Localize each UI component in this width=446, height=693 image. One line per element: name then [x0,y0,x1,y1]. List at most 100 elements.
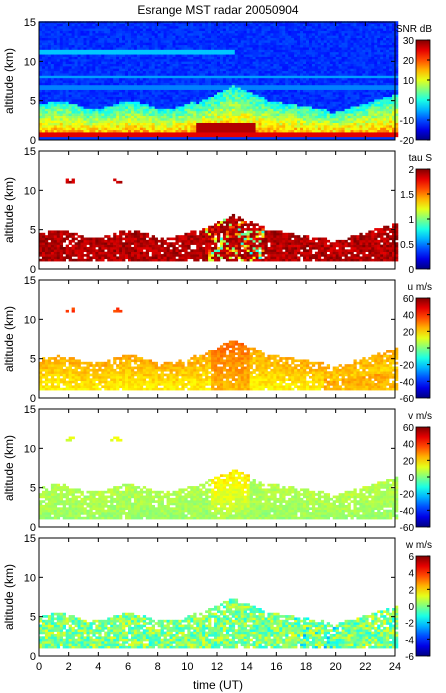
heatmap-cell [282,73,286,76]
heatmap-cell [125,129,129,133]
heatmap-cell [249,87,253,90]
heatmap-cell [294,101,298,105]
heatmap-cell [116,129,120,133]
heatmap-cell [47,58,52,62]
heatmap-cell [273,37,277,41]
heatmap-cell [297,33,301,36]
heatmap-cell [208,40,212,43]
heatmap-cell [157,106,161,109]
heatmap-cell [279,73,283,76]
heatmap-cell [205,82,209,86]
heatmap-cell [101,103,105,107]
heatmap-cell [282,108,286,112]
heatmap-cell [326,75,331,79]
heatmap-cell [166,103,170,107]
heatmap-cell [252,89,256,93]
heatmap-cell [92,132,96,135]
heatmap-cell [222,122,227,126]
heatmap-cell [145,33,150,36]
heatmap-cell [122,110,126,114]
heatmap-cell [323,99,328,102]
heatmap-cell [110,103,114,107]
heatmap-cell [270,54,274,57]
heatmap-cell [252,56,256,60]
heatmap-cell [125,96,129,100]
heatmap-cell [145,132,150,135]
heatmap-cell [285,101,289,105]
heatmap-cell [62,110,66,114]
heatmap-cell [335,84,339,88]
heatmap-cell [255,129,259,133]
heatmap-cell [68,99,72,102]
heatmap-cell [338,35,342,39]
heatmap-cell [264,75,268,79]
heatmap-cell [199,73,203,76]
heatmap-cell [264,23,268,27]
heatmap-cell [214,113,218,116]
heatmap-cell [282,94,286,98]
heatmap-cell [56,28,61,31]
heatmap-cell [92,89,96,93]
heatmap-cell [225,101,230,105]
heatmap-cell [306,21,310,24]
heatmap-cell [71,110,75,114]
heatmap-cell [264,96,268,100]
heatmap-cell [300,49,304,53]
heatmap-cell [261,94,265,98]
heatmap-cell [314,117,319,121]
heatmap-cell [314,115,319,119]
heatmap-cell [39,110,43,114]
heatmap-cell [205,117,209,121]
heatmap-cell [172,75,176,79]
heatmap-cell [329,117,333,121]
heatmap-cell [92,23,96,27]
heatmap-cell [228,77,233,81]
heatmap-cell [270,115,274,119]
heatmap-cell [323,21,328,24]
heatmap-cell [332,44,336,48]
heatmap-cell [169,103,173,107]
heatmap-cell [83,73,87,76]
heatmap-cell [214,99,218,102]
heatmap-cell [83,113,87,116]
heatmap-cell [110,101,114,105]
heatmap-cell [314,108,319,112]
heatmap-cell [205,54,209,57]
heatmap-cell [71,129,75,133]
heatmap-cell [214,110,218,114]
heatmap-cell [202,70,206,74]
heatmap-cell [258,54,262,57]
heatmap-cell [273,30,277,34]
heatmap-cell [300,44,304,48]
heatmap-cell [196,80,200,83]
heatmap-cell [95,80,99,83]
heatmap-cell [74,89,78,93]
heatmap-cell [285,23,289,27]
heatmap-cell [255,120,259,123]
heatmap-cell [234,73,239,76]
heatmap-cell [282,56,286,60]
heatmap-cell [160,30,164,34]
heatmap-cell [169,77,173,81]
heatmap-cell [273,44,277,48]
heatmap-cell [160,49,164,53]
heatmap-cell [311,101,316,105]
heatmap-cell [311,35,316,39]
heatmap-cell [270,40,274,43]
heatmap-cell [151,103,155,107]
heatmap-cell [113,21,117,24]
heatmap-cell [282,87,286,90]
heatmap-cell [89,120,93,123]
heatmap-cell [172,54,176,57]
heatmap-cell [285,28,289,31]
heatmap-cell [234,117,239,121]
heatmap-cell [282,40,286,43]
heatmap-cell [169,56,173,60]
heatmap-cell [142,122,147,126]
heatmap-cell [128,28,132,31]
heatmap-cell [139,80,144,83]
heatmap-cell [107,47,111,50]
heatmap-cell [308,101,313,105]
heatmap-cell [50,37,55,41]
heatmap-cell [77,35,81,39]
